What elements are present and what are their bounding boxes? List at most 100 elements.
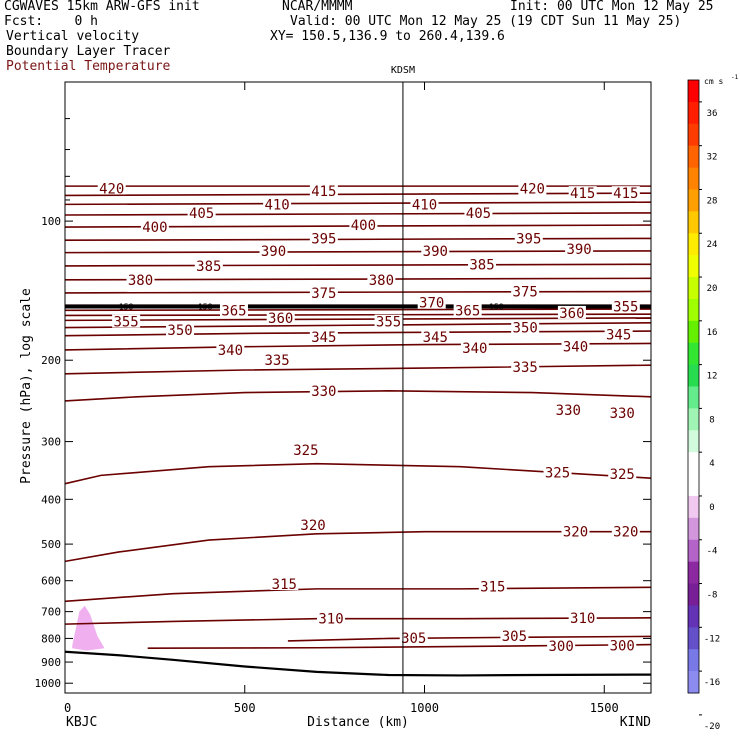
right-endpoint-label: KIND [620, 715, 651, 730]
y-tick-label: 100 [41, 215, 61, 228]
contour-label-bg [554, 402, 583, 416]
colorbar-label: 24 [707, 240, 718, 250]
x-axis-label: Distance (km) [307, 715, 409, 730]
contour-label-bg [112, 314, 141, 328]
contour-label: 330 [311, 384, 336, 400]
colorbar-label: 4 [709, 459, 714, 469]
contour-label: 395 [516, 231, 541, 247]
contour-label: 395 [311, 231, 336, 247]
contour-label: 380 [369, 273, 394, 289]
colorbar-swatch [688, 474, 699, 497]
x-tick-label: 500 [234, 701, 256, 715]
tropopause-label: 158 [119, 302, 134, 311]
field-potential-temperature: Potential Temperature [6, 59, 171, 74]
colorbar-swatch [688, 627, 699, 650]
contour-label-bg [263, 353, 292, 367]
axes [64, 81, 651, 693]
contour-label-bg [514, 231, 543, 245]
field-boundary-layer-tracer: Boundary Layer Tracer [6, 44, 171, 59]
contour-label-bg [399, 630, 428, 644]
contour-label-bg [568, 610, 597, 624]
contour-label: 350 [513, 321, 538, 337]
contour-label: 355 [376, 315, 401, 331]
contour-label: 310 [570, 611, 595, 627]
colorbar-unit: cm s [704, 77, 723, 86]
contour-label: 415 [570, 186, 595, 202]
contour-label: 360 [559, 306, 584, 322]
colorbar-label: -8 [707, 590, 718, 600]
contour-label-bg [309, 183, 338, 197]
y-tick-label: 800 [41, 632, 61, 645]
theta-contour-355 [64, 317, 652, 322]
colorbar: 36 32 28 24 20 16 12 8 4 0 -4 -8 -12 -16 -20 [687, 79, 720, 732]
contour-label: 320 [300, 518, 325, 534]
tracer-blob [72, 605, 105, 651]
colorbar-swatch [688, 605, 699, 628]
theta-contour-410 [64, 201, 652, 206]
contour-label-bg [97, 181, 126, 195]
x-tick-label: 0 [64, 701, 71, 715]
contour-label-bg [299, 518, 328, 532]
contour-label-bg [349, 218, 378, 232]
contour-label-bg [543, 465, 572, 479]
y-tick-label: 700 [41, 606, 61, 619]
colorbar-label: -12 [704, 634, 720, 644]
colorbar-swatch [688, 649, 699, 672]
contour-label: 405 [189, 206, 214, 222]
theta-contour-360 [64, 313, 652, 317]
contour-label-bg [166, 322, 195, 336]
contour-label: 345 [311, 330, 336, 346]
contour-label-bg [187, 205, 216, 219]
x-tick-label: 1000 [410, 701, 439, 715]
colorbar-swatch [688, 583, 699, 606]
colorbar-swatch [688, 561, 699, 585]
contour-label-bg [417, 295, 446, 309]
contour-label: 330 [610, 406, 635, 422]
contour-label: 405 [466, 206, 491, 222]
colorbar-swatch [688, 145, 699, 169]
contour-label-bg [608, 467, 637, 481]
contour-label: 390 [261, 244, 286, 260]
contour-label-bg [464, 205, 493, 219]
contour-label: 325 [293, 443, 318, 459]
y-tick-label: 400 [41, 493, 61, 506]
colorbar-swatch [688, 189, 699, 212]
theta-contour-415 [64, 192, 652, 197]
contour-label: 410 [264, 197, 289, 213]
contour-label: 340 [218, 343, 243, 359]
contour-label: 320 [613, 525, 638, 541]
colorbar-swatch [688, 123, 699, 147]
contour-label: 420 [99, 181, 124, 197]
colorbar-swatch [688, 167, 699, 190]
contour-label-bg [511, 360, 540, 374]
colorbar-frame [687, 79, 700, 694]
contour-label: 415 [613, 186, 638, 202]
tropopause-label: 158 [489, 302, 504, 311]
y-tick-labels: 100 200 300 400 500 600 700 800 900 1000 [35, 215, 62, 690]
contour-label: 325 [610, 467, 635, 483]
theta-contour-385 [64, 263, 652, 267]
colorbar-swatch [688, 386, 699, 409]
colorbar-swatch [688, 255, 699, 278]
contour-label: 355 [613, 299, 638, 315]
theta-contour-325 [64, 462, 652, 485]
contour-label: 305 [401, 631, 426, 647]
colorbar-swatch [688, 233, 699, 256]
contour-label: 370 [419, 295, 444, 311]
contour-label: 385 [469, 257, 494, 273]
contour-label-bg [557, 305, 586, 319]
contour-label-bg [453, 303, 482, 317]
terrain-line [64, 650, 652, 677]
theta-contour-335 [64, 364, 652, 375]
plot-frame [64, 81, 652, 694]
x-tick-label: 1500 [590, 701, 619, 715]
contour-label-bg [608, 638, 637, 652]
tracer-layer [72, 605, 105, 651]
contour-label: 300 [610, 638, 635, 654]
contour-label: 360 [268, 311, 293, 327]
theta-contour-350 [64, 322, 652, 329]
contour-label: 300 [548, 639, 573, 655]
theta-contour-405 [64, 212, 652, 216]
contour-label-bg [547, 638, 576, 652]
